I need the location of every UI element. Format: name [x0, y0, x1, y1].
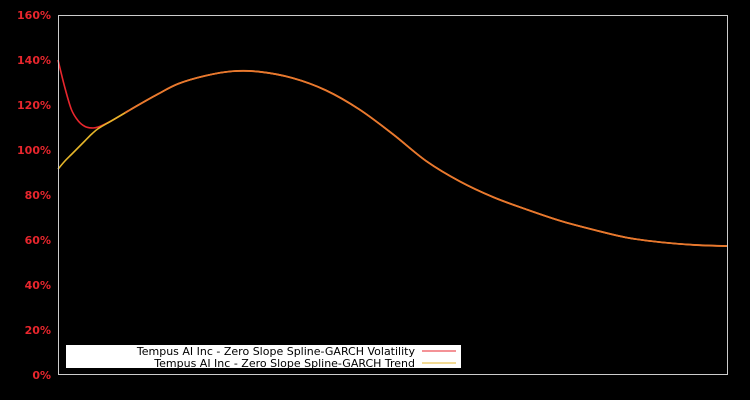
y-tick-label: 140%: [17, 54, 51, 67]
y-tick-label: 20%: [25, 324, 51, 337]
y-tick-label: 40%: [25, 279, 51, 292]
y-tick-label: 60%: [25, 234, 51, 247]
y-tick-label: 160%: [17, 9, 51, 22]
overlap-line: [124, 69, 729, 247]
legend-label-volatility: Tempus AI Inc - Zero Slope Spline-GARCH …: [136, 345, 416, 358]
y-tick-label: 120%: [17, 99, 51, 112]
legend: Tempus AI Inc - Zero Slope Spline-GARCH …: [66, 345, 461, 370]
legend-label-trend: Tempus AI Inc - Zero Slope Spline-GARCH …: [153, 357, 415, 370]
series-layer: [57, 59, 729, 247]
y-tick-label: 100%: [17, 144, 51, 157]
y-tick-label: 0%: [32, 369, 51, 382]
y-axis-tick-labels: 0% 20% 40% 60% 80% 100% 120% 140% 160%: [17, 9, 51, 382]
y-tick-label: 80%: [25, 189, 51, 202]
plot-frame: [58, 15, 728, 375]
legend-box: [66, 345, 461, 368]
